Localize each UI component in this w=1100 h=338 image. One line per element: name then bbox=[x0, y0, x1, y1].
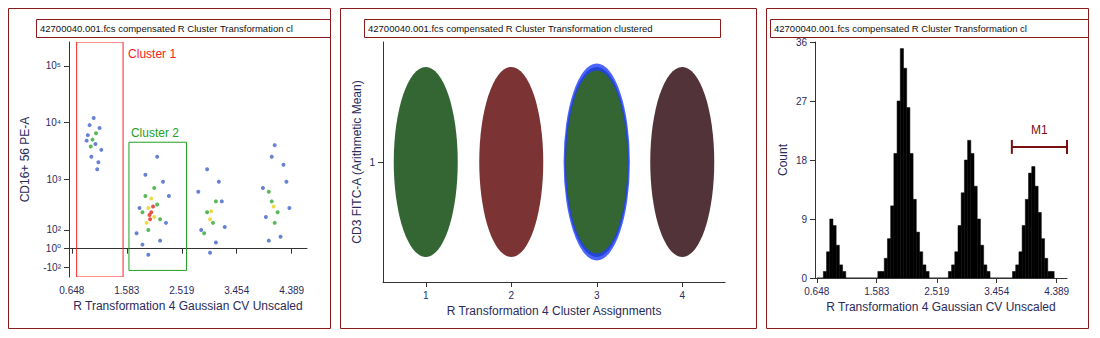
svg-text:R Transformation 4 Gaussian CV: R Transformation 4 Gaussian CV Unscaled bbox=[73, 299, 302, 313]
svg-text:1.583: 1.583 bbox=[864, 286, 889, 297]
svg-text:3: 3 bbox=[594, 290, 600, 301]
svg-text:4.389: 4.389 bbox=[279, 285, 304, 296]
svg-text:10⁰: 10⁰ bbox=[46, 243, 61, 254]
svg-text:4.389: 4.389 bbox=[1044, 286, 1069, 297]
svg-text:2: 2 bbox=[508, 290, 514, 301]
svg-text:0: 0 bbox=[801, 273, 807, 284]
svg-text:36: 36 bbox=[796, 37, 808, 48]
svg-text:42700040.001.fcs compensated R: 42700040.001.fcs compensated R Cluster T… bbox=[368, 23, 653, 34]
svg-text:3.454: 3.454 bbox=[984, 286, 1009, 297]
svg-text:Cluster 1: Cluster 1 bbox=[128, 47, 176, 61]
svg-text:Count: Count bbox=[776, 143, 790, 176]
svg-text:M1: M1 bbox=[1031, 123, 1048, 137]
svg-text:3.454: 3.454 bbox=[224, 285, 249, 296]
svg-text:18: 18 bbox=[796, 155, 808, 166]
svg-text:27: 27 bbox=[796, 96, 808, 107]
svg-text:0.648: 0.648 bbox=[804, 286, 829, 297]
svg-text:2.519: 2.519 bbox=[169, 285, 194, 296]
svg-text:R Transformation 4 Cluster Ass: R Transformation 4 Cluster Assignments bbox=[447, 304, 662, 318]
svg-text:0.648: 0.648 bbox=[59, 285, 84, 296]
svg-text:42700040.001.fcs compensated R: 42700040.001.fcs compensated R Cluster T… bbox=[774, 23, 1027, 34]
svg-text:10⁵: 10⁵ bbox=[46, 60, 61, 71]
svg-text:42700040.001.fcs compensated R: 42700040.001.fcs compensated R Cluster T… bbox=[40, 23, 293, 34]
svg-text:10²: 10² bbox=[47, 224, 62, 235]
svg-text:4: 4 bbox=[679, 290, 685, 301]
svg-text:1.583: 1.583 bbox=[114, 285, 139, 296]
svg-text:Cluster 2: Cluster 2 bbox=[131, 126, 179, 140]
svg-text:1: 1 bbox=[369, 157, 375, 168]
svg-text:1: 1 bbox=[423, 290, 429, 301]
svg-text:10⁴: 10⁴ bbox=[46, 117, 61, 128]
svg-text:2.519: 2.519 bbox=[924, 286, 949, 297]
svg-text:9: 9 bbox=[801, 214, 807, 225]
svg-text:-10²: -10² bbox=[43, 262, 61, 273]
svg-text:CD16+ 56 PE-A: CD16+ 56 PE-A bbox=[18, 117, 32, 203]
svg-text:10³: 10³ bbox=[47, 174, 62, 185]
svg-text:R Transformation 4 Gaussian CV: R Transformation 4 Gaussian CV Unscaled bbox=[826, 300, 1055, 314]
svg-text:CD3 FITC-A (Arithmetic Mean): CD3 FITC-A (Arithmetic Mean) bbox=[350, 80, 364, 243]
